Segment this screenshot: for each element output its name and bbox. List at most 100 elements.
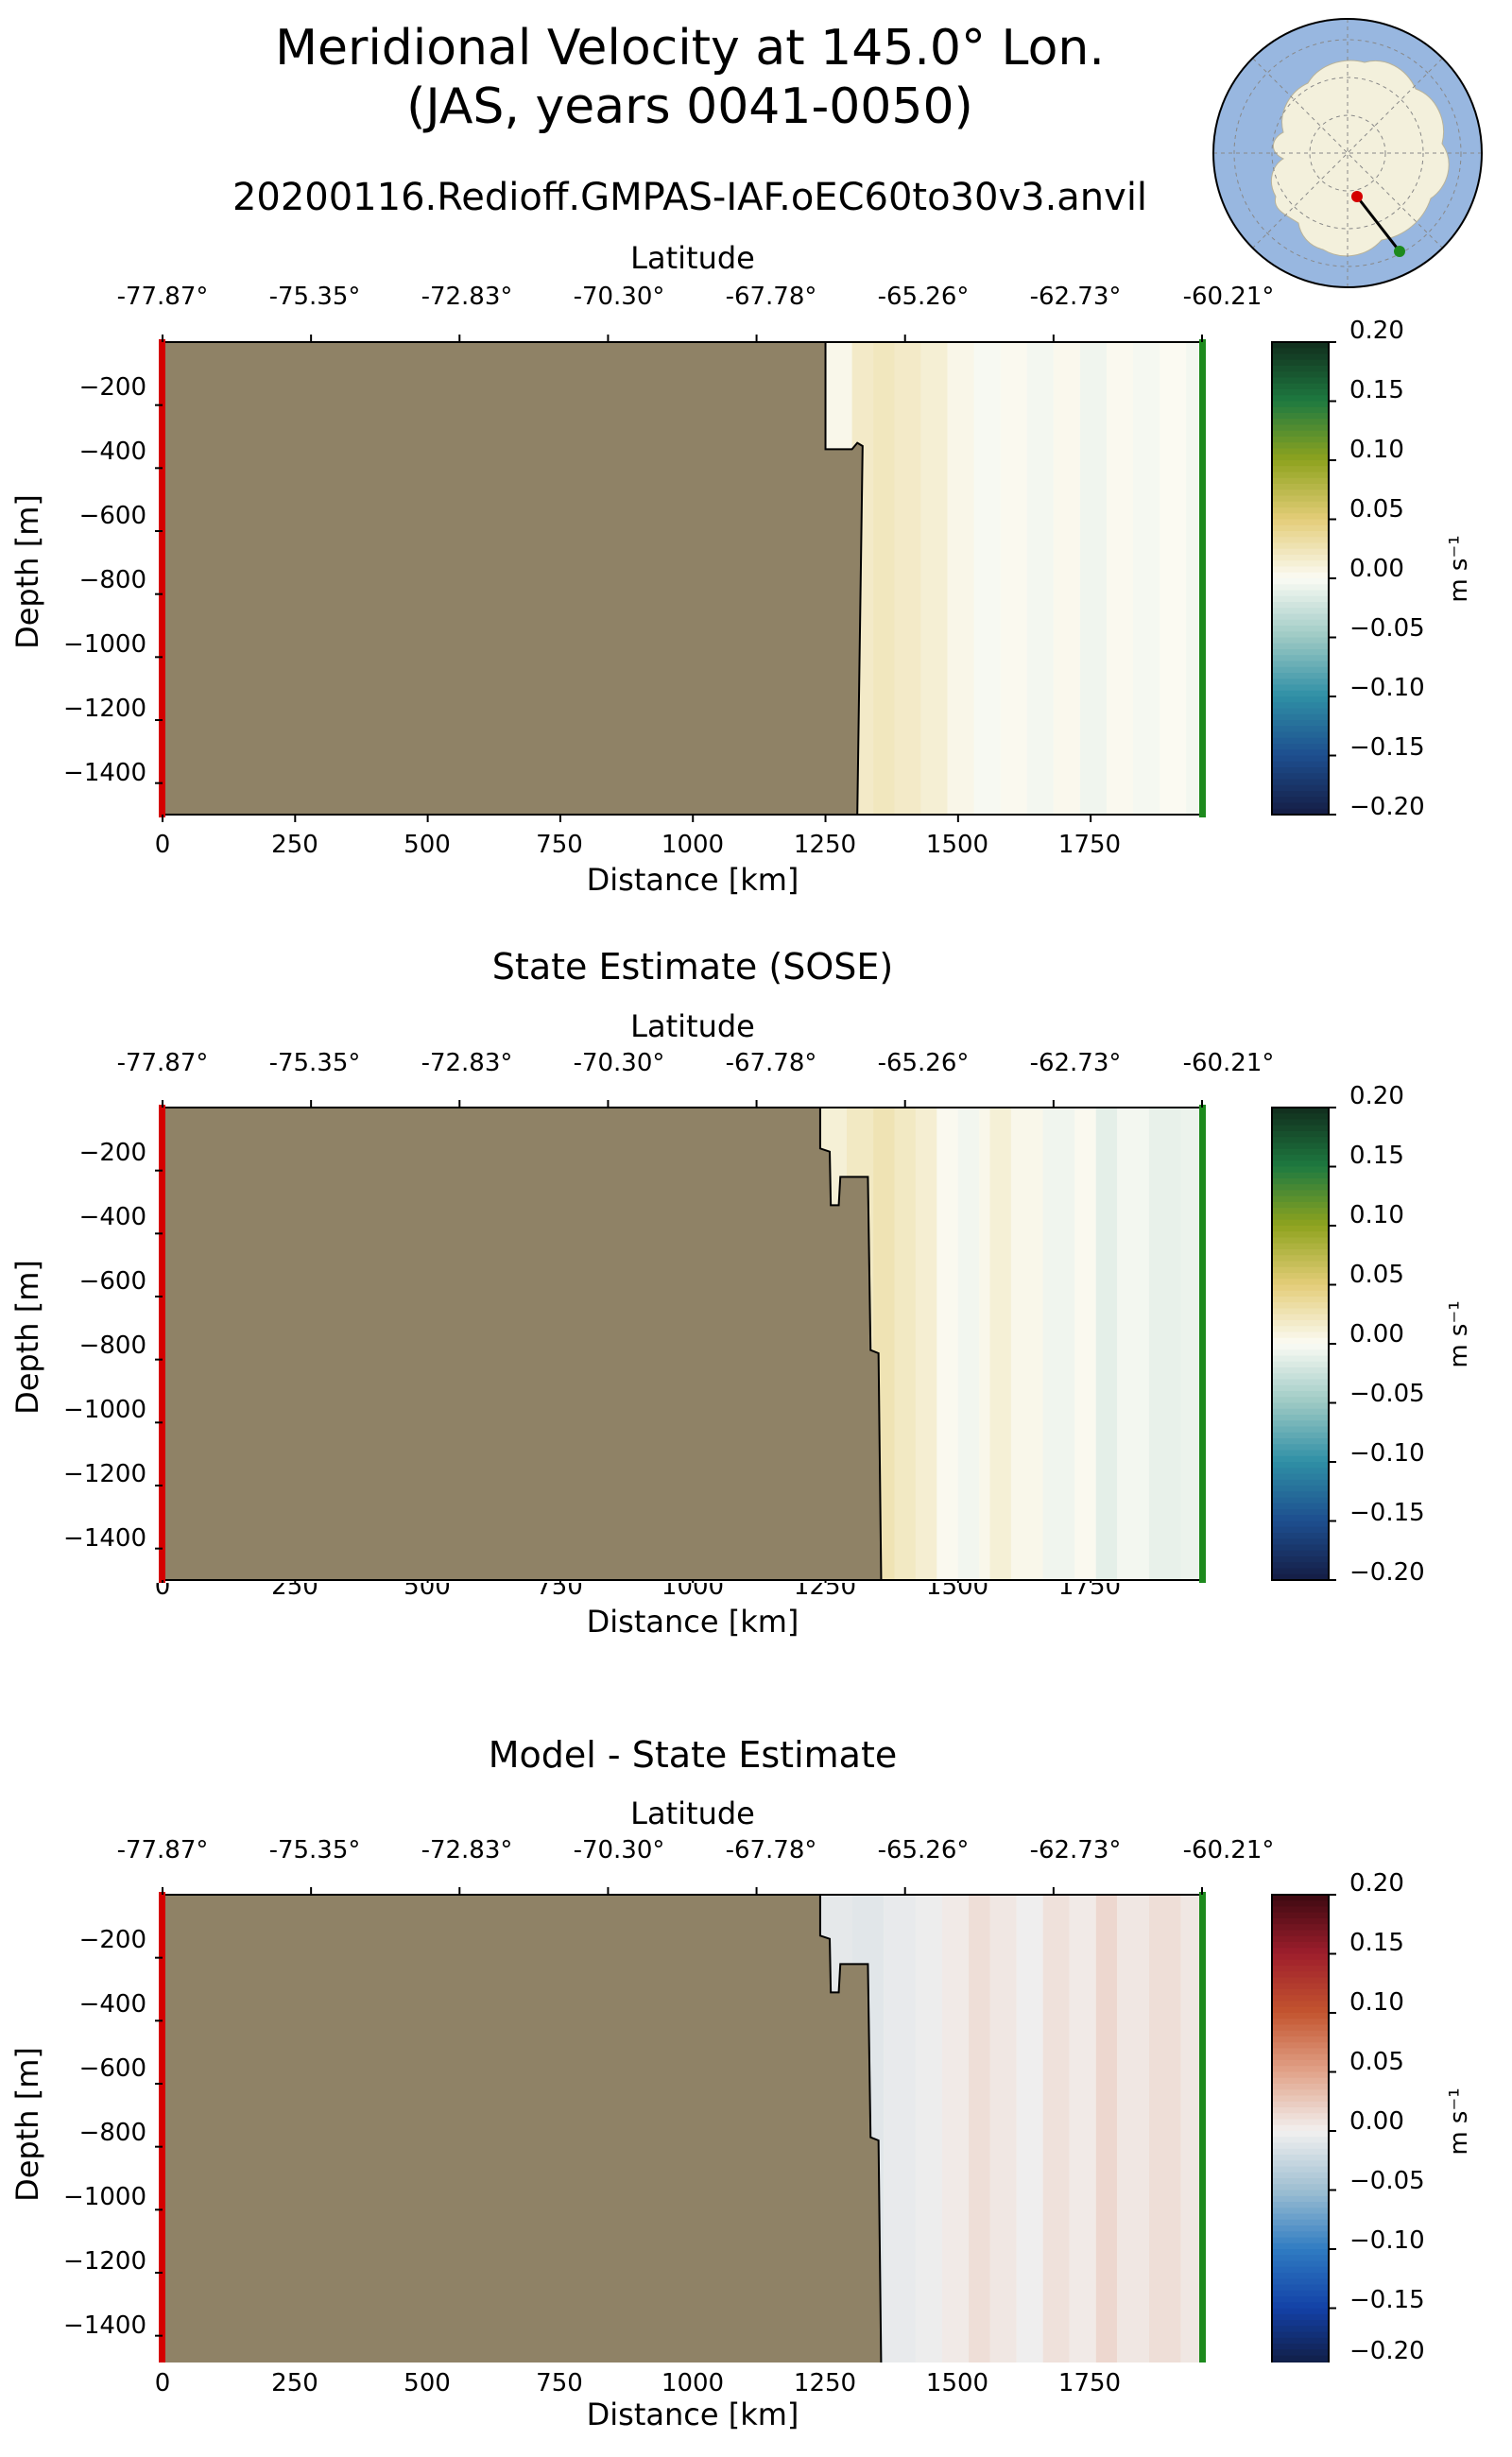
y-tick-label: −200 bbox=[79, 1926, 146, 1954]
colorbar-segment bbox=[1272, 460, 1329, 467]
panel-sose-x-axis: 0 250 500 750 1000 1250 1500 1750 Distan… bbox=[155, 1583, 1121, 1640]
colorbar-segment bbox=[1272, 1486, 1329, 1492]
colorbar-segment bbox=[1272, 2060, 1329, 2067]
colorbar-segment bbox=[1272, 2260, 1329, 2268]
x-tick-label: 1250 bbox=[794, 1583, 856, 1601]
y-tick-label: −800 bbox=[79, 566, 146, 594]
colorbar-tick-label: −0.10 bbox=[1349, 674, 1425, 702]
colorbar-segment bbox=[1272, 608, 1329, 615]
colorbar-segment bbox=[1272, 1255, 1329, 1263]
inset-transect-line bbox=[1355, 196, 1401, 252]
colorbar-segment bbox=[1272, 519, 1329, 526]
colorbar-segment bbox=[1272, 1515, 1329, 1522]
colorbar-segment bbox=[1272, 1397, 1329, 1404]
colorbar-segment bbox=[1272, 1320, 1329, 1327]
y-ticks: −200 −400 −600 −800 −1000 −1200 −1400 bbox=[63, 373, 146, 787]
colorbar-tick-label: −0.10 bbox=[1349, 1439, 1425, 1468]
velocity-column bbox=[1042, 1108, 1075, 1580]
colorbar-segment bbox=[1272, 1172, 1329, 1179]
colorbar-segment bbox=[1272, 1562, 1329, 1570]
colorbar-tick-label: 0.05 bbox=[1349, 2048, 1404, 2076]
colorbar-segment bbox=[1272, 1948, 1329, 1955]
x-tick-label: 500 bbox=[404, 831, 451, 859]
inset-map bbox=[1212, 18, 1483, 288]
x-axis-label: Distance [km] bbox=[587, 862, 799, 898]
colorbar-segment bbox=[1272, 2089, 1329, 2097]
colorbar-segment bbox=[1272, 1533, 1329, 1539]
land-mask bbox=[162, 1894, 883, 2368]
top-tick-label: -75.35° bbox=[269, 1049, 361, 1077]
x-tick-label: 750 bbox=[536, 2369, 583, 2397]
colorbar-segment bbox=[1272, 1420, 1329, 1428]
colorbar-segment bbox=[1272, 2273, 1329, 2279]
colorbar-segment bbox=[1272, 1438, 1329, 1445]
colorbar-tick-label: −0.10 bbox=[1349, 2226, 1425, 2255]
x-tick-label: 1500 bbox=[926, 831, 988, 859]
transect-end-marker bbox=[1199, 339, 1206, 817]
colorbar-ticks: 0.20 0.15 0.10 0.05 0.00 −0.05 −0.10 −0.… bbox=[1349, 1082, 1425, 1587]
y-tick-label: −800 bbox=[79, 1332, 146, 1360]
colorbar-segment bbox=[1272, 1231, 1329, 1239]
x-tick-label: 250 bbox=[271, 2369, 318, 2397]
colorbar-segment bbox=[1272, 619, 1329, 627]
colorbar-segment bbox=[1272, 448, 1329, 455]
colorbar-segment bbox=[1272, 2030, 1329, 2037]
colorbar-segment bbox=[1272, 406, 1329, 414]
top-tick-label: -65.26° bbox=[878, 283, 970, 311]
colorbar-segment bbox=[1272, 2213, 1329, 2221]
colorbar-segment bbox=[1272, 1349, 1329, 1357]
colorbar-segment bbox=[1272, 808, 1329, 816]
colorbar-segment bbox=[1272, 466, 1329, 473]
figure-title-line1: Meridional Velocity at 145.0° Lon. bbox=[275, 20, 1105, 77]
colorbar-tick-label: −0.05 bbox=[1349, 614, 1425, 643]
colorbar-segment bbox=[1272, 737, 1329, 745]
colorbar-segment bbox=[1272, 1906, 1329, 1914]
colorbar-segment bbox=[1272, 1444, 1329, 1452]
colorbar-segment bbox=[1272, 726, 1329, 733]
colorbar-segment bbox=[1272, 2160, 1329, 2168]
colorbar-segment bbox=[1272, 389, 1329, 396]
colorbar-segment bbox=[1272, 2131, 1329, 2138]
colorbar-segment bbox=[1272, 1226, 1329, 1232]
top-tick-label: -65.26° bbox=[878, 1049, 970, 1077]
panel-model: Latitude -77.87° -75.35° -72.83° -70.30°… bbox=[0, 236, 1512, 902]
colorbar-segment bbox=[1272, 2119, 1329, 2126]
x-tick-label: 250 bbox=[271, 1583, 318, 1601]
colorbar-tick-label: −0.20 bbox=[1349, 2337, 1425, 2362]
colorbar-segment bbox=[1272, 2237, 1329, 2244]
y-tick-label: −400 bbox=[79, 1990, 146, 2019]
colorbar-segment bbox=[1272, 584, 1329, 592]
top-tick-label: -70.30° bbox=[574, 1836, 665, 1864]
colorbar-segment bbox=[1272, 1966, 1329, 1972]
velocity-column bbox=[1106, 342, 1134, 815]
colorbar-segment bbox=[1272, 613, 1329, 621]
colorbar-segment bbox=[1272, 643, 1329, 650]
colorbar-segment bbox=[1272, 542, 1329, 550]
colorbar-segment bbox=[1272, 2113, 1329, 2121]
top-axis-label: Latitude bbox=[630, 1796, 755, 1831]
colorbar-segment bbox=[1272, 1402, 1329, 1410]
colorbar-segment bbox=[1272, 1462, 1329, 1469]
colorbar-segment bbox=[1272, 602, 1329, 609]
colorbar-tick-label: −0.15 bbox=[1349, 733, 1425, 762]
colorbar-segment bbox=[1272, 2006, 1329, 2014]
x-ticks: 0 250 500 750 1000 1250 1500 1750 bbox=[155, 1583, 1121, 1601]
top-tick-label: -60.21° bbox=[1183, 283, 1275, 311]
colorbar-segment bbox=[1272, 2355, 1329, 2362]
colorbar-segment bbox=[1272, 1361, 1329, 1368]
colorbar-segment bbox=[1272, 566, 1329, 574]
colorbar-segment bbox=[1272, 2155, 1329, 2161]
y-axis-label: Depth [m] bbox=[9, 494, 45, 649]
colorbar-segment bbox=[1272, 1160, 1329, 1168]
colorbar-segment bbox=[1272, 1166, 1329, 1174]
colorbar-tick-label: −0.15 bbox=[1349, 1499, 1425, 1527]
colorbar-segment bbox=[1272, 2137, 1329, 2144]
x-ticks: 0 250 500 750 1000 1250 1500 1750 bbox=[155, 831, 1121, 859]
colorbar-segment bbox=[1272, 2053, 1329, 2061]
colorbar-segment bbox=[1272, 779, 1329, 786]
colorbar-tick-label: 0.05 bbox=[1349, 1261, 1404, 1289]
top-tick-label: -70.30° bbox=[574, 1049, 665, 1077]
x-ticks: 0 250 500 750 1000 1250 1500 1750 bbox=[155, 2369, 1121, 2397]
colorbar-tick-label: 0.00 bbox=[1349, 2107, 1404, 2136]
colorbar-segment bbox=[1272, 2077, 1329, 2085]
